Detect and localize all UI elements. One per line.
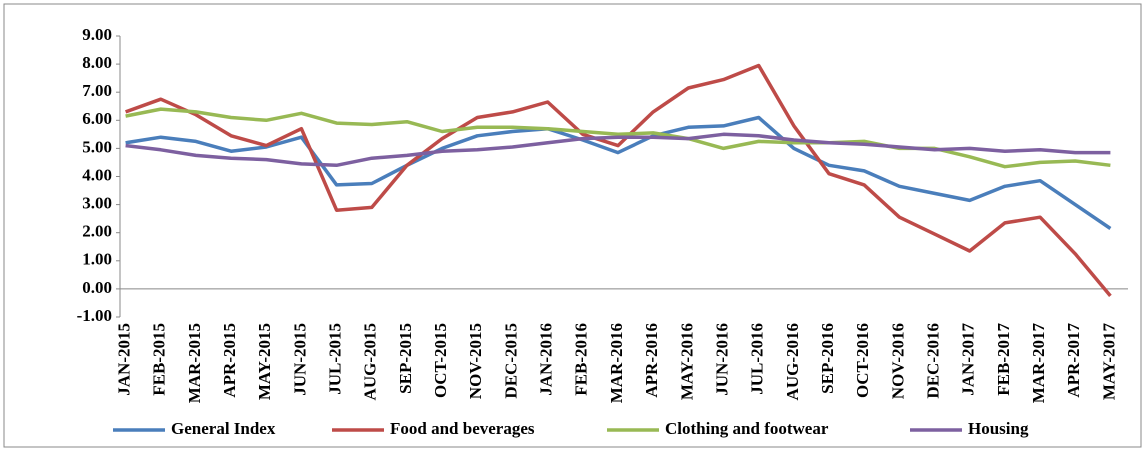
x-tick-label: JUL-2015 <box>326 323 345 395</box>
x-tick-label: DEC-2015 <box>501 323 520 399</box>
legend-label: General Index <box>171 419 276 438</box>
x-tick-label: MAY-2017 <box>1099 323 1118 401</box>
x-tick-label: NOV-2016 <box>888 323 907 399</box>
x-tick-label: NOV-2015 <box>466 323 485 399</box>
x-tick-label: APR-2016 <box>642 323 661 398</box>
y-tick-label: 3.00 <box>82 194 112 213</box>
x-tick-label: JUN-2016 <box>712 323 731 396</box>
series-line <box>125 63 1112 298</box>
legend-label: Housing <box>968 419 1029 438</box>
series-line <box>125 132 1111 168</box>
x-tick-label: AUG-2015 <box>361 323 380 400</box>
y-tick-label: 0.00 <box>82 278 112 297</box>
x-tick-label: SEP-2016 <box>818 323 837 394</box>
x-tick-label: JUL-2016 <box>748 323 767 395</box>
y-tick-label: 5.00 <box>82 137 112 156</box>
y-tick-label: 7.00 <box>82 81 112 100</box>
series-line <box>125 115 1112 230</box>
x-tick-label: MAY-2015 <box>255 323 274 400</box>
x-tick-label: DEC-2016 <box>923 323 942 399</box>
x-tick-label: JAN-2017 <box>959 323 978 396</box>
x-tick-label: MAY-2016 <box>677 323 696 400</box>
x-tick-label: FEB-2016 <box>572 323 591 396</box>
y-tick-label: 4.00 <box>82 165 112 184</box>
x-tick-label: FEB-2017 <box>994 323 1013 396</box>
legend-label: Food and beverages <box>390 419 535 438</box>
x-tick-label: OCT-2016 <box>853 323 872 398</box>
y-tick-label: 9.00 <box>82 25 112 44</box>
x-tick-label: JAN-2015 <box>114 323 133 396</box>
x-tick-label: OCT-2015 <box>431 323 450 398</box>
x-tick-label: JUN-2015 <box>290 323 309 396</box>
x-tick-label: JAN-2016 <box>537 323 556 396</box>
legend-label: Clothing and footwear <box>665 419 829 438</box>
y-tick-label: 2.00 <box>82 222 112 241</box>
y-tick-label: 6.00 <box>82 109 112 128</box>
x-tick-label: MAR-2016 <box>607 323 626 403</box>
x-tick-label: SEP-2015 <box>396 323 415 394</box>
x-tick-label: FEB-2015 <box>150 323 169 396</box>
y-tick-label: -1.00 <box>77 306 112 325</box>
x-tick-label: AUG-2016 <box>783 323 802 400</box>
x-tick-label: MAR-2017 <box>1029 323 1048 404</box>
x-tick-label: MAR-2015 <box>185 323 204 403</box>
x-tick-label: APR-2015 <box>220 323 239 398</box>
y-tick-label: 8.00 <box>82 53 112 72</box>
y-tick-label: 1.00 <box>82 250 112 269</box>
x-tick-label: APR-2017 <box>1064 323 1083 398</box>
series-line <box>125 107 1111 169</box>
chart-border <box>3 3 1142 448</box>
